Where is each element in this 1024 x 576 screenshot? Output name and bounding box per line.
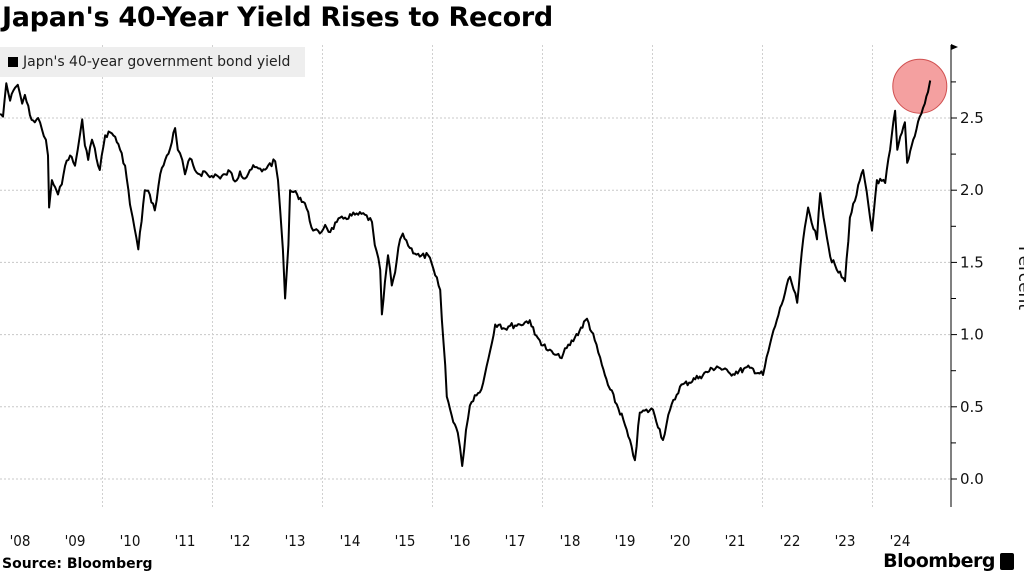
x-tick-label: '23 [835, 532, 856, 550]
y-tick-label: 1.5 [960, 253, 984, 271]
axis-arrow-icon [951, 44, 958, 50]
x-tick-label: '08 [10, 532, 31, 550]
x-tick-label: '24 [890, 532, 911, 550]
y-tick-label: 0.5 [960, 398, 984, 416]
x-tick-label: '16 [450, 532, 471, 550]
x-tick-label: '21 [725, 532, 746, 550]
x-tick-label: '18 [560, 532, 581, 550]
y-tick-label: 2.0 [960, 181, 984, 199]
y-tick-label: 0.0 [960, 470, 984, 488]
series-line-40y-yield [0, 80, 932, 467]
x-tick-label: '11 [175, 532, 196, 550]
source-note: Source: Bloomberg [2, 556, 153, 572]
x-tick-label: '14 [340, 532, 361, 550]
legend-swatch [8, 57, 18, 67]
y-tick-label: 1.0 [960, 326, 984, 344]
x-tick-label: '13 [285, 532, 306, 550]
y-axis-title: Percent [1013, 246, 1024, 310]
x-tick-label: '15 [395, 532, 416, 550]
legend-label: Japn's 40-year government bond yield [23, 54, 291, 70]
y-tick-label: 2.5 [960, 109, 984, 127]
gridlines [0, 45, 951, 507]
x-tick-label: '20 [670, 532, 691, 550]
x-tick-label: '10 [120, 532, 141, 550]
bloomberg-logo: Bloomberg [883, 550, 1014, 572]
record-highlight-marker [892, 58, 948, 114]
legend: Japn's 40-year government bond yield [0, 47, 305, 77]
x-tick-label: '19 [615, 532, 636, 550]
y-axis: 0.0 0.5 1.0 1.5 2.0 2.5 [950, 44, 984, 507]
x-tick-label: '22 [780, 532, 801, 550]
brand-name: Bloomberg [883, 550, 995, 572]
x-axis: '08 '09 '10 '11 '12 '13 '14 '15 '16 '17 '18 '19 '20 '… [10, 532, 911, 550]
bloomberg-icon [1000, 552, 1014, 570]
x-tick-label: '17 [505, 532, 526, 550]
chart-title: Japan's 40-Year Yield Rises to Record [2, 2, 553, 33]
x-tick-label: '09 [65, 532, 86, 550]
x-tick-label: '12 [230, 532, 251, 550]
